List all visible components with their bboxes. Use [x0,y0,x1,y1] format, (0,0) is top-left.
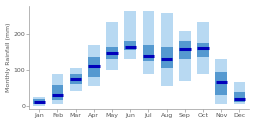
Bar [178,41,190,59]
Bar [214,59,226,104]
Bar [106,47,118,59]
Bar [233,92,244,102]
Bar [142,11,154,74]
Bar [51,74,63,104]
Bar [33,97,45,106]
Bar [196,43,208,57]
Bar [124,11,136,59]
Bar [160,13,172,86]
Bar [214,72,226,95]
Bar [196,22,208,74]
Bar [178,31,190,81]
Bar [33,99,45,104]
Bar [160,47,172,68]
Bar [51,85,63,100]
Bar [124,41,136,50]
Bar [69,68,81,91]
Bar [142,45,154,61]
Y-axis label: Monthly Rainfall (mm): Monthly Rainfall (mm) [6,23,10,92]
Bar [69,74,81,84]
Bar [106,22,118,70]
Bar [88,57,99,77]
Bar [88,45,99,86]
Bar [233,82,244,104]
